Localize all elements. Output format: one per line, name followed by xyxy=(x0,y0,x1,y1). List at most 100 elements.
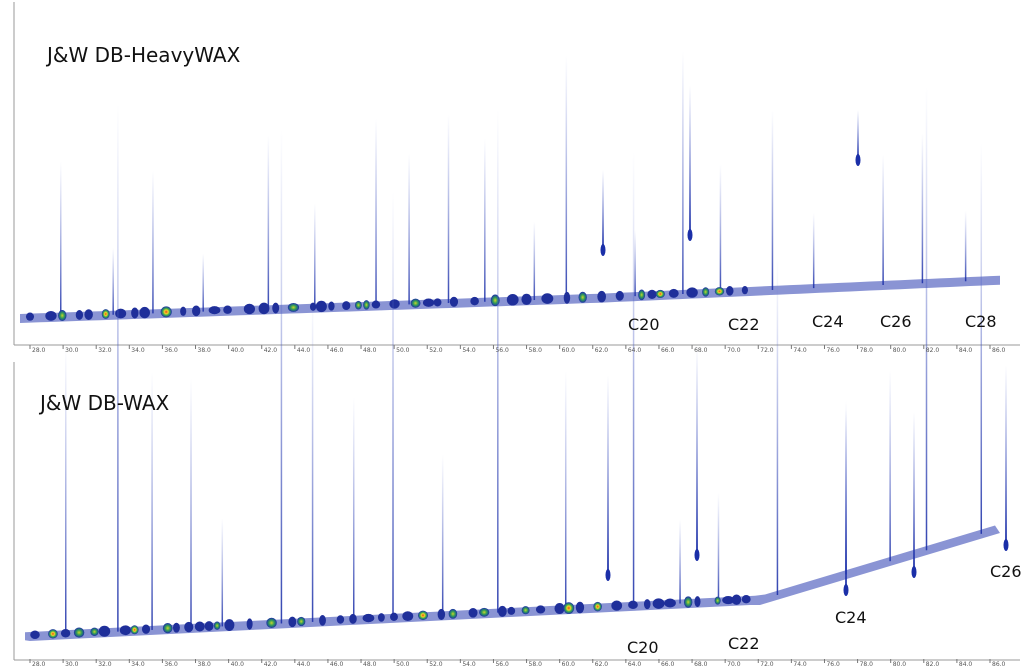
x-tick-label: 72.0 xyxy=(760,347,774,354)
peak-spot xyxy=(449,296,459,307)
peak-streak xyxy=(717,493,720,602)
peak-spot xyxy=(506,293,519,306)
peak-spot xyxy=(554,602,565,615)
x-tick-label: 30.0 xyxy=(65,661,79,668)
peak-spot xyxy=(664,598,676,608)
peak-streak xyxy=(117,104,119,632)
peak-spot xyxy=(115,308,127,319)
peak-spot xyxy=(328,301,335,311)
x-tick-label: 48.0 xyxy=(363,347,377,354)
peak-streak xyxy=(497,109,499,613)
x-tick-label: 58.0 xyxy=(529,661,543,668)
peak-spot xyxy=(60,628,71,638)
peak-spot xyxy=(417,610,429,621)
peak-streak xyxy=(696,345,698,555)
peak-spot xyxy=(541,293,554,304)
x-tick-label: 28.0 xyxy=(32,661,46,668)
x-tick-label: 78.0 xyxy=(860,347,874,354)
x-tick-label: 82.0 xyxy=(926,661,940,668)
peak-spot xyxy=(184,621,194,633)
peak-streak xyxy=(352,397,355,620)
peak-spot xyxy=(354,300,362,310)
peak-spot xyxy=(389,299,400,309)
peak-spot xyxy=(600,244,606,256)
x-tick-label: 54.0 xyxy=(462,347,476,354)
x-tick-label: 68.0 xyxy=(694,347,708,354)
x-tick-label: 62.0 xyxy=(595,347,609,354)
peak-spot xyxy=(349,613,357,624)
peak-streak xyxy=(408,153,410,305)
peak-spot xyxy=(410,298,421,308)
peak-spot xyxy=(597,290,607,303)
peak-spot xyxy=(911,566,917,578)
x-tick-label: 76.0 xyxy=(826,347,840,354)
peak-spot xyxy=(741,286,748,295)
x-tick-label: 56.0 xyxy=(495,661,509,668)
peak-spot xyxy=(172,622,180,633)
peak-streak xyxy=(607,375,609,575)
peak-spot xyxy=(437,608,446,620)
peak-streak xyxy=(689,85,691,235)
peak-streak xyxy=(771,110,774,290)
x-tick-label: 28.0 xyxy=(32,347,46,354)
peak-streak xyxy=(812,212,815,289)
peak-streak xyxy=(682,51,684,295)
peak-streak xyxy=(719,164,722,293)
peak-spot xyxy=(258,302,270,315)
peak-spot xyxy=(563,602,575,614)
peak-streak xyxy=(776,257,779,595)
peak-label: C28 xyxy=(965,312,997,331)
peak-spot xyxy=(686,287,698,298)
peak-spot xyxy=(389,612,398,622)
peak-streak xyxy=(564,370,567,610)
peak-label: C26 xyxy=(990,562,1022,581)
peak-spot xyxy=(371,300,381,309)
x-tick-label: 84.0 xyxy=(959,347,973,354)
peak-spot xyxy=(141,624,151,634)
peak-label: C26 xyxy=(880,312,912,331)
peak-spot xyxy=(731,594,742,605)
x-tick-label: 70.0 xyxy=(727,347,741,354)
peak-spot xyxy=(652,598,665,609)
peak-spot xyxy=(655,289,665,299)
x-tick-label: 52.0 xyxy=(429,347,443,354)
peak-streak xyxy=(280,129,283,624)
x-tick-label: 36.0 xyxy=(164,661,178,668)
x-tick-label: 40.0 xyxy=(231,661,245,668)
peak-spot xyxy=(575,601,585,614)
peak-streak xyxy=(925,86,928,551)
peak-streak xyxy=(921,133,924,284)
peak-spot xyxy=(433,298,442,307)
peak-spot xyxy=(73,627,85,638)
x-tick-label: 76.0 xyxy=(826,661,840,668)
x-tick-label: 34.0 xyxy=(131,661,145,668)
peak-spot xyxy=(448,608,458,619)
x-tick-label: 84.0 xyxy=(959,661,973,668)
x-tick-label: 50.0 xyxy=(396,347,410,354)
peak-streak xyxy=(152,170,154,314)
peak-spot xyxy=(224,619,235,631)
x-tick-label: 36.0 xyxy=(164,347,178,354)
peak-spot xyxy=(160,306,172,318)
peak-spot xyxy=(479,607,490,617)
peak-spot xyxy=(726,286,734,296)
peak-spot xyxy=(722,596,735,605)
peak-spot xyxy=(714,596,721,605)
peak-streak xyxy=(857,110,859,160)
peak-spot xyxy=(535,605,546,614)
peak-spot xyxy=(402,611,414,622)
peak-spot xyxy=(714,287,725,296)
peak-spot xyxy=(297,616,306,627)
peak-streak xyxy=(964,210,967,282)
peak-spot xyxy=(843,584,849,596)
peak-streak xyxy=(679,519,681,604)
peak-spot xyxy=(643,599,651,610)
peak-label: C22 xyxy=(728,315,760,334)
peak-spot xyxy=(694,596,701,608)
x-tick-label: 42.0 xyxy=(264,661,278,668)
x-tick-label: 46.0 xyxy=(330,347,344,354)
x-tick-label: 66.0 xyxy=(661,347,675,354)
peak-streak xyxy=(484,138,486,302)
peak-spot xyxy=(119,625,131,636)
